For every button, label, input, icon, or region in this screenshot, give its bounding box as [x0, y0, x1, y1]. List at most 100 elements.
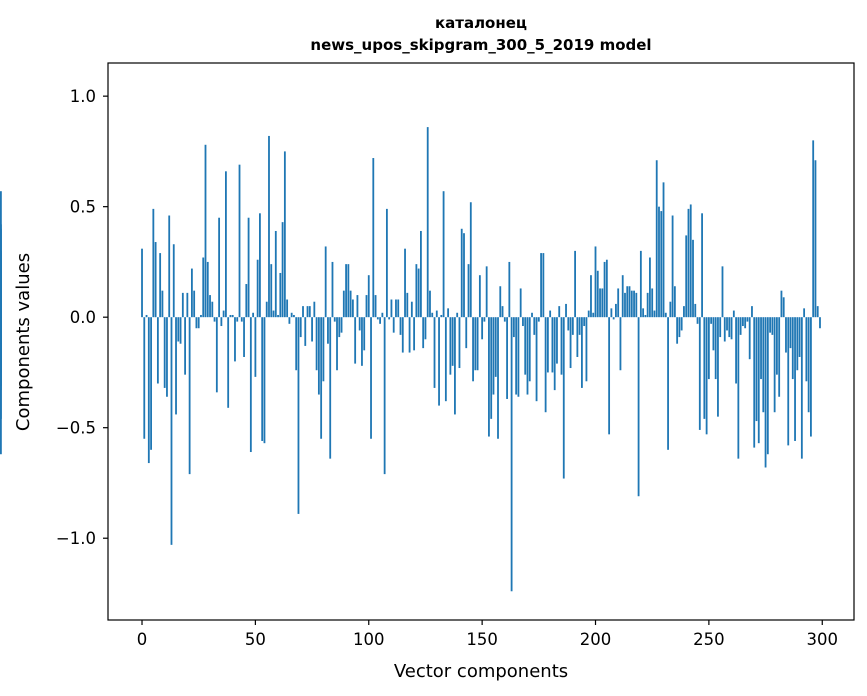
bar: [517, 317, 520, 397]
bar: [313, 301, 316, 318]
bar: [143, 317, 146, 439]
bar: [288, 317, 291, 324]
bar: [218, 217, 221, 318]
y-tick-label: 0.0: [70, 308, 96, 327]
bar: [653, 310, 656, 318]
bar: [760, 317, 762, 380]
x-axis-ticks: 0 50 100 150 200 250 300: [137, 620, 838, 649]
bar: [635, 292, 638, 318]
bar: [673, 286, 676, 318]
bar: [678, 317, 681, 338]
bar: [306, 306, 309, 318]
bar: [814, 160, 817, 318]
bar: [449, 317, 452, 375]
bar: [315, 317, 318, 371]
bar: [581, 317, 583, 388]
bar: [748, 317, 751, 360]
y-axis-label: Components values: [13, 253, 34, 431]
bar: [408, 317, 411, 353]
bar: [615, 303, 617, 318]
bar: [385, 208, 388, 318]
bar: [397, 299, 400, 318]
bar: [338, 317, 341, 338]
bar: [499, 286, 502, 318]
bar: [528, 317, 531, 382]
bar: [512, 317, 515, 338]
bar: [141, 248, 143, 318]
bar: [215, 317, 218, 393]
bar: [680, 317, 683, 331]
x-axis-label: Vector components: [394, 661, 568, 682]
bar: [413, 317, 416, 351]
bar: [714, 317, 717, 380]
bar: [599, 288, 601, 318]
bar: [771, 317, 774, 335]
bar: [161, 290, 164, 318]
bar: [147, 317, 150, 464]
bar: [347, 264, 350, 318]
bar: [460, 228, 463, 318]
bar: [404, 248, 406, 318]
bar: [628, 286, 631, 318]
bar: [594, 246, 597, 318]
bar: [295, 317, 298, 371]
bar: [363, 317, 366, 351]
bar: [723, 317, 726, 342]
bar: [766, 317, 769, 455]
bar: [658, 206, 660, 318]
bar: [778, 317, 781, 397]
bar: [571, 317, 574, 335]
bar: [188, 317, 191, 475]
bar: [726, 317, 728, 331]
bar: [340, 317, 343, 333]
bar: [478, 275, 481, 318]
bar: [206, 261, 209, 318]
bar: [444, 317, 447, 402]
bar: [440, 314, 443, 318]
bar: [472, 317, 474, 382]
bar: [791, 317, 794, 380]
bar: [490, 317, 493, 419]
bar: [630, 290, 633, 318]
bar: [560, 317, 563, 375]
bar: [166, 317, 168, 397]
bar: [803, 308, 806, 318]
bar: [277, 314, 279, 318]
bar: [506, 317, 508, 399]
bar: [692, 239, 694, 318]
x-tick-label: 250: [693, 630, 725, 649]
bar: [442, 191, 445, 318]
bar: [526, 317, 529, 395]
bar: [349, 290, 352, 318]
bar: [270, 264, 273, 318]
bar: [485, 266, 488, 318]
bar: [637, 317, 640, 497]
x-tick-label: 200: [580, 630, 612, 649]
bar: [272, 310, 275, 318]
bar: [179, 317, 182, 344]
bar: [644, 314, 647, 318]
bar: [501, 306, 504, 318]
bar: [342, 290, 345, 318]
bar: [741, 317, 744, 327]
bar: [776, 317, 778, 375]
bar: [578, 317, 581, 335]
bar: [163, 317, 166, 388]
bar: [268, 135, 270, 318]
bar: [451, 317, 454, 366]
bar: [370, 317, 372, 439]
bar: [556, 317, 558, 364]
bar: [320, 317, 323, 439]
bar: [621, 275, 624, 318]
bar: [238, 164, 241, 318]
bar: [773, 317, 776, 413]
bar: [145, 314, 148, 318]
bar: [660, 211, 663, 318]
bar: [503, 317, 506, 322]
bar: [683, 306, 685, 318]
bar: [225, 171, 227, 318]
bar: [562, 317, 565, 479]
bar: [365, 295, 368, 318]
bar: [281, 222, 284, 318]
